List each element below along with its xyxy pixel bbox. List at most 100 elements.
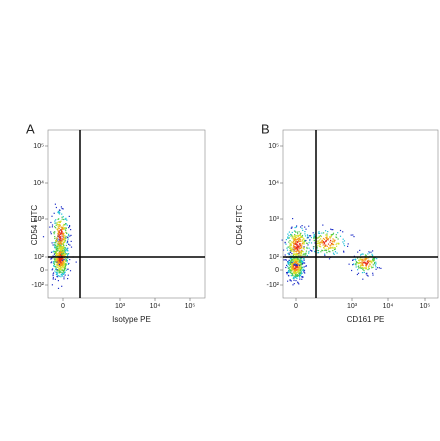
x-tick-label: 10⁵ [420, 303, 431, 310]
event-dot [366, 274, 368, 276]
event-dot [373, 260, 375, 262]
event-dot [292, 237, 294, 239]
event-dot [297, 259, 299, 261]
event-dot [362, 262, 364, 264]
event-dot [288, 261, 290, 263]
event-dot [358, 265, 360, 267]
event-dot [299, 264, 301, 266]
event-dot [289, 262, 291, 264]
event-dot [61, 207, 63, 210]
event-dot [300, 232, 302, 234]
event-dot [60, 241, 62, 243]
event-dot [295, 264, 298, 266]
event-dot [300, 257, 302, 259]
event-dot [291, 263, 293, 265]
event-dot [339, 229, 342, 232]
event-dot [290, 245, 292, 247]
event-dot [56, 264, 58, 266]
event-dot [52, 255, 54, 257]
event-dot [300, 266, 302, 268]
event-dot [59, 253, 61, 256]
event-dot [54, 261, 56, 263]
event-dot [317, 245, 319, 247]
event-dot [352, 264, 354, 266]
event-dot [365, 259, 367, 261]
event-dot [298, 245, 300, 247]
event-dot [62, 233, 64, 235]
event-dot [53, 272, 55, 274]
event-dot [294, 241, 296, 243]
event-dot [61, 264, 63, 266]
event-dot [61, 213, 63, 215]
event-dot [318, 236, 320, 239]
event-dot [304, 231, 306, 233]
event-dot [69, 259, 71, 261]
event-dot [51, 261, 53, 263]
event-dot [284, 241, 286, 243]
event-dot [50, 258, 53, 260]
event-dot [321, 239, 323, 241]
event-dot [290, 269, 292, 271]
event-dot [293, 270, 295, 272]
event-dot [332, 238, 334, 240]
event-dot [308, 251, 310, 253]
event-dot [331, 234, 333, 237]
event-dot [297, 258, 299, 260]
event-dot [56, 246, 58, 248]
event-dot [325, 250, 328, 252]
event-dot [329, 236, 331, 238]
event-dot [66, 248, 68, 250]
event-dot [352, 259, 354, 261]
event-dot [305, 250, 307, 252]
event-dot [336, 245, 338, 247]
event-dot [53, 233, 55, 235]
event-dot [299, 243, 301, 245]
event-dot [65, 223, 67, 225]
event-dot [331, 240, 333, 242]
event-dot [55, 271, 57, 273]
event-dot [366, 258, 368, 260]
event-dot [63, 254, 65, 257]
event-dot [355, 264, 357, 266]
event-dot [300, 268, 302, 270]
event-dot [64, 268, 66, 270]
event-dot [52, 273, 54, 275]
event-dot [294, 243, 296, 245]
event-dot [326, 236, 328, 238]
event-dot [292, 284, 294, 286]
event-dot [58, 218, 60, 220]
event-dot [65, 264, 67, 266]
event-dot [65, 217, 67, 219]
event-dot [290, 251, 292, 253]
event-dot [314, 236, 316, 238]
event-dot [365, 254, 367, 257]
event-dot [358, 262, 360, 264]
event-dot [291, 247, 293, 249]
event-dot [54, 236, 56, 238]
event-dot [360, 259, 362, 261]
event-dot [295, 259, 297, 261]
event-dot [369, 264, 371, 266]
event-dot [358, 261, 361, 263]
event-dot [50, 251, 53, 253]
x-tick-label: 0 [294, 303, 298, 310]
event-dot [65, 248, 67, 250]
event-dot [292, 250, 294, 252]
event-dot [56, 254, 58, 256]
event-dot [295, 251, 297, 253]
event-dot [63, 239, 66, 241]
event-dot [302, 237, 304, 239]
event-dot [60, 241, 62, 243]
event-dot [67, 274, 69, 276]
event-dot [52, 262, 55, 264]
event-dot [359, 258, 361, 260]
event-dot [57, 252, 59, 255]
event-dot [62, 264, 65, 266]
event-dot [325, 245, 327, 247]
event-dot [334, 247, 336, 249]
event-dot [317, 252, 319, 254]
event-dot [292, 261, 294, 264]
event-dot [373, 263, 375, 265]
event-dot [293, 271, 295, 273]
event-dot [304, 226, 306, 228]
